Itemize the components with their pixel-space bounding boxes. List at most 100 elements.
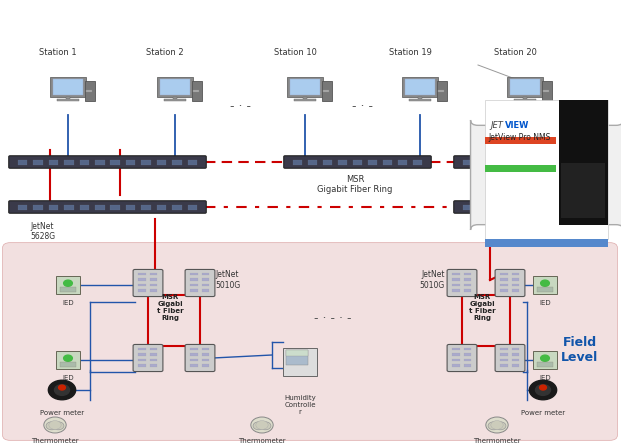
Bar <box>190 353 198 356</box>
Text: Station 20: Station 20 <box>494 48 537 57</box>
Bar <box>18 160 27 165</box>
Bar <box>512 273 519 275</box>
Bar <box>583 160 592 165</box>
Bar <box>288 76 323 97</box>
Bar <box>492 160 502 165</box>
Circle shape <box>58 385 65 390</box>
Bar <box>138 364 146 367</box>
Bar <box>286 350 308 365</box>
Bar <box>463 289 471 292</box>
Bar <box>323 90 329 91</box>
Text: Thermometer: Thermometer <box>238 438 286 444</box>
Bar <box>190 284 198 286</box>
Bar <box>202 284 209 286</box>
Bar <box>368 160 378 165</box>
Bar <box>500 289 508 292</box>
Bar <box>193 90 199 91</box>
Text: - · -: - · - <box>353 100 373 113</box>
Bar <box>291 79 320 95</box>
Bar <box>79 160 89 165</box>
Bar <box>138 359 146 361</box>
FancyBboxPatch shape <box>471 120 621 230</box>
Bar <box>190 364 198 367</box>
Text: MSR
Gigabi
t Fiber
Ring: MSR Gigabi t Fiber Ring <box>156 294 183 321</box>
Bar <box>452 348 460 350</box>
Text: Thermometer: Thermometer <box>473 438 521 444</box>
Bar <box>64 205 74 210</box>
Circle shape <box>49 420 61 429</box>
Bar <box>138 353 146 356</box>
Bar <box>126 160 135 165</box>
Bar <box>406 79 435 95</box>
Bar <box>533 351 557 369</box>
Bar <box>138 289 146 292</box>
Bar <box>190 348 198 350</box>
Bar <box>33 160 43 165</box>
Bar <box>542 81 552 101</box>
Text: Station
Level: Station Level <box>555 171 605 199</box>
Bar <box>523 205 532 210</box>
Bar <box>95 205 104 210</box>
Bar <box>452 278 460 281</box>
Bar <box>50 76 86 97</box>
Bar <box>452 359 460 361</box>
Bar <box>559 100 608 225</box>
Bar <box>398 160 407 165</box>
Bar <box>568 205 578 210</box>
Bar <box>126 205 135 210</box>
Bar <box>500 278 508 281</box>
Bar <box>463 278 471 281</box>
Bar <box>150 273 157 275</box>
Bar <box>463 348 471 350</box>
Bar <box>538 205 547 210</box>
Bar <box>138 273 146 275</box>
Bar <box>500 284 508 286</box>
Text: IED: IED <box>539 375 551 381</box>
Bar <box>150 348 157 350</box>
Bar <box>202 289 209 292</box>
Bar <box>492 205 502 210</box>
Bar <box>568 160 578 165</box>
Bar <box>202 348 209 350</box>
Bar <box>512 278 519 281</box>
Bar <box>188 160 197 165</box>
Circle shape <box>55 385 70 395</box>
Text: JET: JET <box>490 121 503 130</box>
FancyBboxPatch shape <box>185 270 215 297</box>
Bar <box>463 359 471 361</box>
Bar <box>463 353 471 356</box>
Bar <box>190 273 198 275</box>
Bar <box>402 76 438 97</box>
Bar <box>486 100 608 239</box>
FancyBboxPatch shape <box>454 201 601 213</box>
Bar <box>160 79 189 95</box>
Circle shape <box>256 420 268 429</box>
Bar <box>150 284 157 286</box>
Bar <box>57 276 80 294</box>
Bar <box>150 278 157 281</box>
FancyBboxPatch shape <box>2 243 617 440</box>
Bar <box>413 160 422 165</box>
Bar <box>522 97 527 99</box>
Bar <box>48 205 58 210</box>
Bar <box>512 348 519 350</box>
Bar <box>478 160 487 165</box>
Bar <box>512 284 519 286</box>
Bar <box>438 90 444 91</box>
Bar <box>111 205 120 210</box>
Bar <box>111 160 120 165</box>
Bar <box>512 364 519 367</box>
Bar <box>478 205 487 210</box>
Circle shape <box>529 380 556 400</box>
Circle shape <box>64 355 73 361</box>
Bar <box>508 205 517 210</box>
Bar <box>383 160 392 165</box>
Bar <box>463 205 472 210</box>
Text: IED: IED <box>539 300 551 306</box>
Bar <box>95 160 104 165</box>
Bar <box>60 362 76 367</box>
Bar <box>463 284 471 286</box>
Bar <box>150 359 157 361</box>
Circle shape <box>535 385 550 395</box>
Bar <box>486 137 556 144</box>
